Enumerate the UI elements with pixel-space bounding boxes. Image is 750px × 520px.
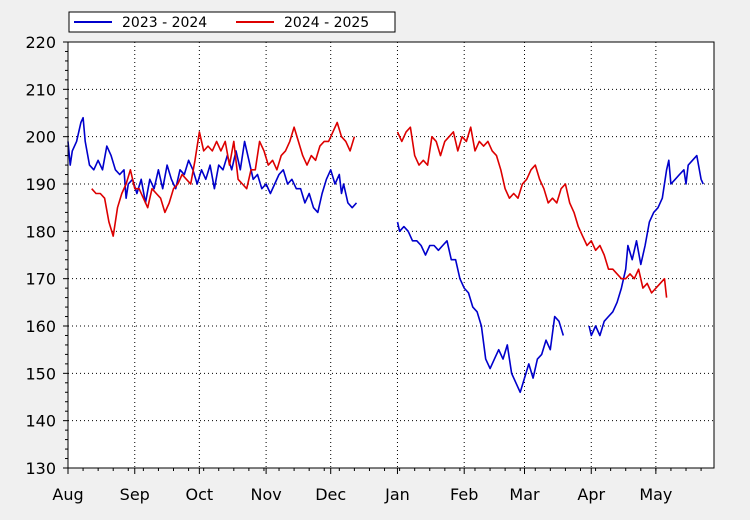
y-tick-label: 180 <box>25 222 56 241</box>
x-tick-label: Jan <box>384 485 410 504</box>
plot-frame <box>67 41 715 469</box>
series-line-2024-2025-segment-2 <box>396 126 668 298</box>
series-line-2023-2024-segment-2 <box>396 221 565 394</box>
y-tick-label: 140 <box>25 412 56 431</box>
legend-box <box>68 11 396 33</box>
plot-area <box>68 42 714 468</box>
y-tick-label: 160 <box>25 317 56 336</box>
grid <box>68 42 714 468</box>
y-tick-label: 130 <box>25 459 56 478</box>
legend: 2023 - 2024 2024 - 2025 <box>68 11 396 33</box>
y-tick-label: 170 <box>25 270 56 289</box>
x-tick-label: Aug <box>52 485 83 504</box>
y-tick-label: 210 <box>25 80 56 99</box>
x-tick-label: Mar <box>509 485 540 504</box>
series-layer <box>67 116 704 394</box>
y-tick-label: 190 <box>25 175 56 194</box>
y-tick-label: 150 <box>25 364 56 383</box>
series-line-2023-2024-segment-3 <box>588 154 704 337</box>
x-tick-label: Sep <box>120 485 150 504</box>
x-tick-label: Nov <box>250 485 281 504</box>
x-axis-labels: Aug Sep Oct Nov Dec Jan Feb Mar Apr May <box>52 485 672 504</box>
x-tick-label: Oct <box>186 485 214 504</box>
y-tick-label: 200 <box>25 128 56 147</box>
x-tick-label: Apr <box>577 485 605 504</box>
legend-label-2023-2024: 2023 - 2024 <box>122 15 207 31</box>
axis-ticks <box>63 41 702 474</box>
x-tick-label: Feb <box>450 485 478 504</box>
legend-label-2024-2025: 2024 - 2025 <box>284 15 369 31</box>
y-tick-label: 220 <box>25 33 56 52</box>
series-line-2024-2025-segment-1 <box>91 121 356 237</box>
y-axis-labels: 130 140 150 160 170 180 190 200 210 220 <box>25 33 56 478</box>
x-tick-label: Dec <box>315 485 346 504</box>
x-tick-label: May <box>639 485 672 504</box>
series-line-2023-2024-segment-1 <box>67 116 358 214</box>
